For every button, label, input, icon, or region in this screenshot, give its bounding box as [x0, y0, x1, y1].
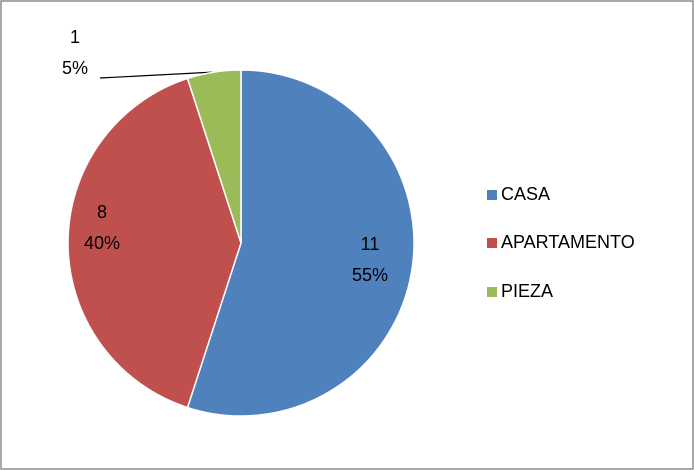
data-label-value: 1 — [70, 27, 80, 47]
data-label-percent: 55% — [352, 265, 388, 285]
data-label-percent: 5% — [62, 58, 88, 78]
pie-slice — [186, 69, 415, 417]
data-label-percent: 40% — [84, 233, 120, 253]
legend-label: PIEZA — [501, 281, 553, 301]
legend-swatch — [487, 287, 497, 297]
pie-slice — [67, 77, 242, 409]
data-label-value: 8 — [97, 202, 107, 222]
legend-swatch — [487, 238, 497, 248]
leader-line — [99, 71, 216, 79]
legend-label: APARTAMENTO — [501, 232, 635, 252]
data-label-value: 11 — [361, 234, 380, 254]
legend-label: CASA — [501, 184, 550, 204]
pie-slice — [186, 69, 242, 244]
legend-swatch — [487, 190, 497, 200]
